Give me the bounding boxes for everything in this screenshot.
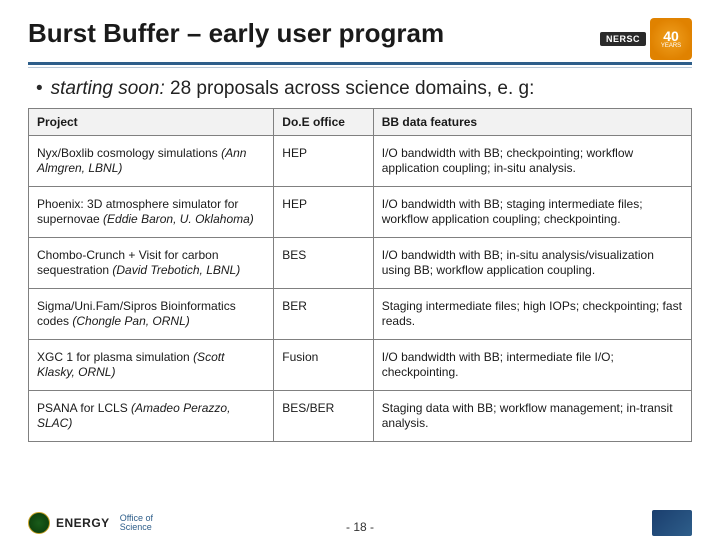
cell-office: Fusion xyxy=(274,340,373,391)
anniversary-badge: 40 YEARS xyxy=(650,18,692,60)
cell-office: BES xyxy=(274,238,373,289)
cell-office: HEP xyxy=(274,187,373,238)
table-row: Nyx/Boxlib cosmology simulations (Ann Al… xyxy=(29,136,692,187)
cell-features: Staging data with BB; workflow managemen… xyxy=(373,391,691,442)
header-badge: NERSC 40 YEARS xyxy=(600,18,692,60)
cell-project: XGC 1 for plasma simulation (Scott Klask… xyxy=(29,340,274,391)
table-row: Phoenix: 3D atmosphere simulator for sup… xyxy=(29,187,692,238)
cell-features: I/O bandwidth with BB; intermediate file… xyxy=(373,340,691,391)
cell-project: Nyx/Boxlib cosmology simulations (Ann Al… xyxy=(29,136,274,187)
cell-project: Sigma/Uni.Fam/Sipros Bioinformatics code… xyxy=(29,289,274,340)
col-project: Project xyxy=(29,109,274,136)
cell-office: BER xyxy=(274,289,373,340)
berkeley-lab-logo-icon xyxy=(652,510,692,536)
footer: ENERGY Office of Science xyxy=(0,510,720,536)
projects-table: Project Do.E office BB data features Nyx… xyxy=(28,108,692,442)
cell-project: Chombo-Crunch + Visit for carbon sequest… xyxy=(29,238,274,289)
cell-project: Phoenix: 3D atmosphere simulator for sup… xyxy=(29,187,274,238)
bullet-proposals: •starting soon: 28 proposals across scie… xyxy=(36,78,692,100)
col-features: BB data features xyxy=(373,109,691,136)
cell-office: HEP xyxy=(274,136,373,187)
slide-title: Burst Buffer – early user program xyxy=(28,18,600,55)
cell-features: I/O bandwidth with BB; checkpointing; wo… xyxy=(373,136,691,187)
energy-wordmark: ENERGY xyxy=(56,516,110,530)
nersc-logo: NERSC xyxy=(600,32,646,46)
table-row: XGC 1 for plasma simulation (Scott Klask… xyxy=(29,340,692,391)
table-row: Chombo-Crunch + Visit for carbon sequest… xyxy=(29,238,692,289)
table-row: PSANA for LCLS (Amadeo Perazzo, SLAC)BES… xyxy=(29,391,692,442)
table-row: Sigma/Uni.Fam/Sipros Bioinformatics code… xyxy=(29,289,692,340)
col-office: Do.E office xyxy=(274,109,373,136)
title-rule-thin xyxy=(28,67,692,68)
cell-features: I/O bandwidth with BB; in-situ analysis/… xyxy=(373,238,691,289)
cell-project: PSANA for LCLS (Amadeo Perazzo, SLAC) xyxy=(29,391,274,442)
doe-seal-icon xyxy=(28,512,50,534)
title-rule xyxy=(28,62,692,65)
cell-office: BES/BER xyxy=(274,391,373,442)
cell-features: I/O bandwidth with BB; staging intermedi… xyxy=(373,187,691,238)
cell-features: Staging intermediate files; high IOPs; c… xyxy=(373,289,691,340)
office-line2: Science xyxy=(120,523,153,532)
